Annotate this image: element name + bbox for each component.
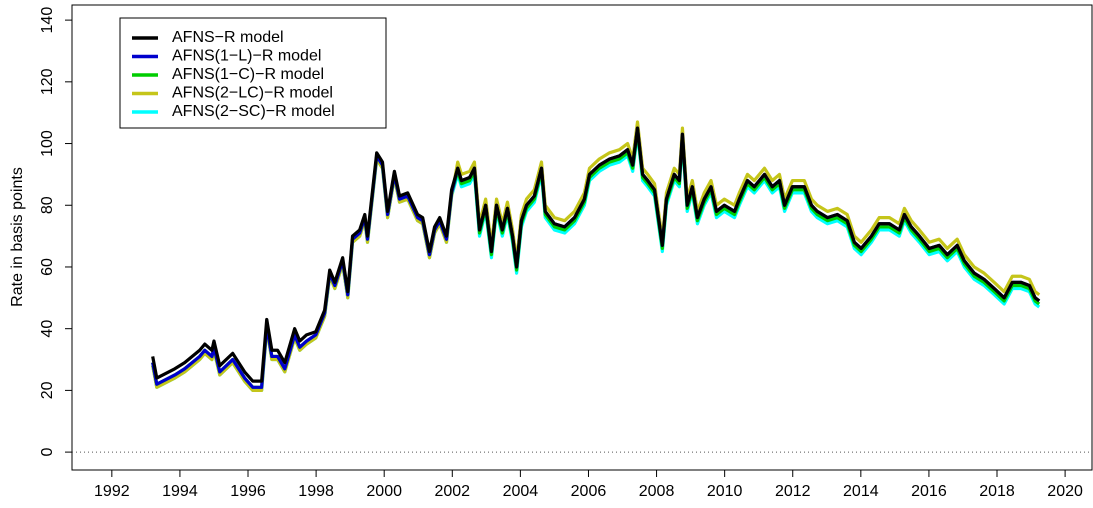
x-tick-label: 2008 (639, 483, 675, 500)
y-axis-label: Rate in basis points (9, 167, 26, 307)
x-tick-label: 1992 (94, 483, 130, 500)
y-tick-label: 100 (39, 130, 56, 157)
x-tick-label: 2012 (775, 483, 811, 500)
x-tick-label: 1996 (230, 483, 266, 500)
x-tick-label: 2020 (1047, 483, 1083, 500)
x-tick-label: 2010 (707, 483, 743, 500)
legend-box (119, 17, 387, 129)
x-tick-label: 2016 (911, 483, 947, 500)
legend-label: AFNS(1−L)−R model (172, 48, 321, 65)
x-tick-label: 1994 (162, 483, 198, 500)
x-tick-label: 2014 (843, 483, 879, 500)
legend-label: AFNS(1−C)−R model (172, 66, 324, 83)
series-line (151, 120, 1041, 392)
plot-frame (71, 4, 1093, 471)
y-tick-label: 80 (39, 196, 56, 214)
x-tick-label: 2006 (571, 483, 607, 500)
series-line (151, 126, 1041, 383)
legend-label: AFNS−R model (172, 29, 284, 46)
x-tick-label: 2004 (503, 483, 539, 500)
y-tick-label: 20 (39, 381, 56, 399)
x-tick-label: 1998 (298, 483, 334, 500)
x-tick-label: 2000 (366, 483, 402, 500)
y-tick-label: 40 (39, 320, 56, 338)
y-tick-label: 0 (39, 448, 56, 457)
x-tick-label: 2018 (979, 483, 1015, 500)
y-tick-label: 120 (39, 68, 56, 95)
legend-label: AFNS(2−LC)−R model (172, 85, 333, 102)
x-tick-label: 2002 (434, 483, 470, 500)
y-tick-label: 140 (39, 7, 56, 34)
legend-label: AFNS(2−SC)−R model (172, 103, 335, 120)
y-tick-label: 60 (39, 258, 56, 276)
